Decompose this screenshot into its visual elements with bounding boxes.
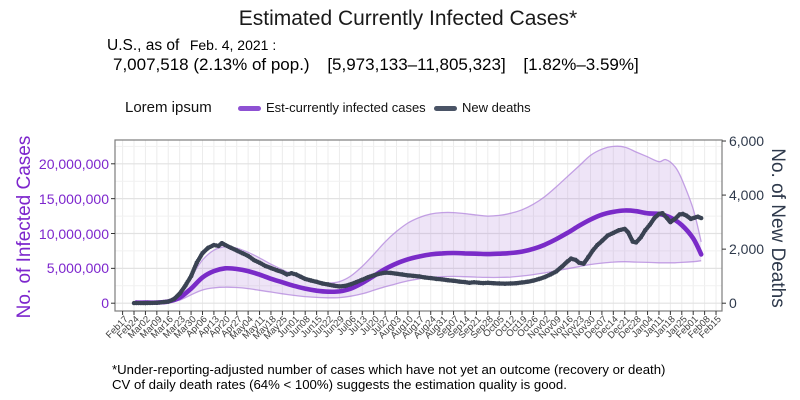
right-tick-label: 2,000: [729, 241, 765, 258]
left-tick-label: 15,000,000: [38, 190, 109, 207]
footnote: *Under-reporting-adjusted number of case…: [112, 362, 665, 392]
left-tick-label: 10,000,000: [38, 225, 109, 242]
infected-cases-line: [134, 208, 704, 305]
footnote-line2: CV of daily death rates (64% < 100%) sug…: [112, 377, 567, 392]
new-deaths-dots: [131, 211, 704, 306]
footnote-line1: *Under-reporting-adjusted number of case…: [112, 362, 666, 377]
right-tick-label: 0: [729, 295, 737, 312]
subtitle-region: U.S., as of: [107, 37, 180, 54]
subtitle-line2: 7,007,518 (2.13% of pop.) [5,973,133–11,…: [113, 55, 652, 75]
left-tick-label: 0: [101, 295, 109, 312]
subtitle-date: Feb. 4, 2021 :: [189, 37, 277, 53]
legend-label-deaths: New deaths: [462, 100, 531, 115]
panel-background: [115, 140, 722, 311]
right-tick-label: 6,000: [729, 133, 765, 150]
series-layer: [131, 145, 704, 306]
right-tick-label: 4,000: [729, 187, 765, 204]
subtitle-line1: U.S., as of Feb. 4, 2021 :: [107, 37, 276, 55]
right-axis-title: No. of New Deaths: [767, 148, 788, 308]
left-tick-label: 20,000,000: [38, 155, 109, 172]
legend-swatch-deaths-line-icon: [434, 106, 457, 111]
confidence-band: [136, 146, 702, 303]
deaths-dot: [699, 215, 704, 221]
subtitle-ci-absolute: [5,973,133–11,805,323]: [327, 55, 506, 74]
chart-title: Estimated Currently Infected Cases*: [238, 7, 578, 30]
left-tick-label: 5,000,000: [46, 260, 109, 277]
subtitle-ci-percent: [1.82%–3.59%]: [523, 55, 639, 74]
legend-note: Lorem ipsum: [125, 99, 212, 116]
panel-border: [114, 139, 723, 312]
legend-label-infected: Est-currently infected cases: [266, 100, 426, 115]
legend-swatch-infected-line-icon: [238, 106, 261, 111]
subtitle-estimate-value: 7,007,518 (2.13% of pop.): [113, 55, 310, 74]
